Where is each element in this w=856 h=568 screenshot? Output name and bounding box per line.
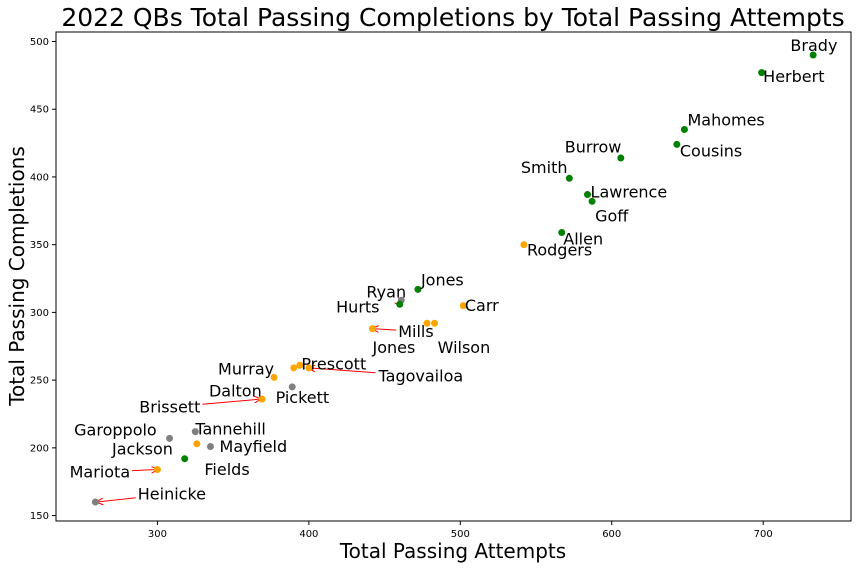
data-point (414, 285, 422, 293)
x-axis-label: Total Passing Attempts (339, 539, 566, 563)
point-label: Dalton (209, 381, 262, 400)
point-label: Fields (204, 460, 249, 479)
data-point (206, 442, 214, 450)
point-label: Tagovailoa (378, 366, 464, 385)
x-tick-label: 600 (602, 529, 621, 540)
data-point (368, 325, 376, 333)
plot-area (55, 31, 852, 522)
point-label: Ryan (366, 282, 406, 301)
data-point (431, 319, 439, 327)
point-label: Mahomes (687, 110, 764, 129)
point-label: Tannehill (194, 419, 266, 438)
data-point (290, 364, 298, 372)
x-tick-label: 300 (148, 529, 167, 540)
point-label: Herbert (763, 67, 824, 86)
point-label: Garoppolo (74, 421, 157, 440)
point-label: Wilson (438, 338, 491, 357)
point-label: Carr (465, 296, 499, 315)
data-point (91, 498, 99, 506)
x-tick-label: 700 (754, 529, 773, 540)
y-tick-label: 450 (30, 105, 49, 116)
data-point (617, 154, 625, 162)
annotation-arrows (97, 302, 401, 502)
annotation-arrow (202, 399, 260, 405)
point-label: Rodgers (527, 241, 592, 260)
y-tick-label: 250 (30, 376, 49, 387)
data-point (809, 51, 817, 59)
point-label: Burrow (565, 138, 622, 157)
annotation-arrow (372, 329, 397, 330)
data-point (673, 140, 681, 148)
data-point (258, 395, 266, 403)
point-label: Brady (790, 36, 837, 55)
point-label: Jones (371, 338, 415, 357)
y-tick-label: 300 (30, 308, 49, 319)
point-label: Mariota (70, 463, 131, 482)
data-point (181, 455, 189, 463)
point-label: Brissett (139, 398, 200, 417)
annotation-arrow (97, 497, 136, 502)
data-point (396, 300, 404, 308)
data-point (288, 383, 296, 391)
point-label: Goff (595, 207, 629, 226)
chart-title: 2022 QBs Total Passing Completions by To… (61, 3, 844, 32)
y-tick-label: 200 (30, 443, 49, 454)
x-tick-label: 400 (299, 529, 318, 540)
data-point (558, 228, 566, 236)
data-point (296, 361, 304, 369)
data-point (584, 191, 592, 199)
data-point (459, 302, 467, 310)
x-axis: 300 400 500 600 700 (148, 521, 773, 540)
y-tick-label: 400 (30, 172, 49, 183)
point-label: Mills (398, 322, 433, 341)
point-label: Jackson (111, 440, 173, 459)
y-axis-label: Total Passing Completions (5, 146, 29, 407)
point-label: Murray (218, 360, 274, 379)
data-point (588, 197, 596, 205)
point-label: Pickett (276, 388, 330, 407)
point-label: Smith (521, 158, 568, 177)
data-point (565, 174, 573, 182)
data-points (91, 51, 817, 506)
point-label: Prescott (301, 354, 366, 373)
data-point (423, 319, 431, 327)
y-tick-label: 350 (30, 240, 49, 251)
y-axis: 150 200 250 300 350 400 450 500 (30, 37, 56, 522)
point-label: Allen (563, 230, 603, 249)
data-point (270, 373, 278, 381)
data-point (520, 241, 528, 249)
point-label: Mayfield (220, 437, 288, 456)
data-point (153, 466, 161, 474)
y-tick-label: 500 (30, 37, 49, 48)
point-label: Jones (420, 270, 464, 289)
data-point (305, 364, 313, 372)
annotation-arrow (309, 368, 376, 374)
y-tick-label: 150 (30, 511, 49, 522)
point-label: Cousins (680, 142, 742, 161)
point-label: Heinicke (138, 484, 206, 503)
annotation-arrow (132, 470, 157, 471)
data-point (758, 69, 766, 77)
data-point (193, 440, 201, 448)
x-tick-label: 500 (451, 529, 470, 540)
data-point (191, 428, 199, 436)
data-point (166, 434, 174, 442)
data-point (680, 126, 688, 134)
point-label: Lawrence (591, 182, 668, 201)
point-label: Hurts (336, 297, 379, 316)
